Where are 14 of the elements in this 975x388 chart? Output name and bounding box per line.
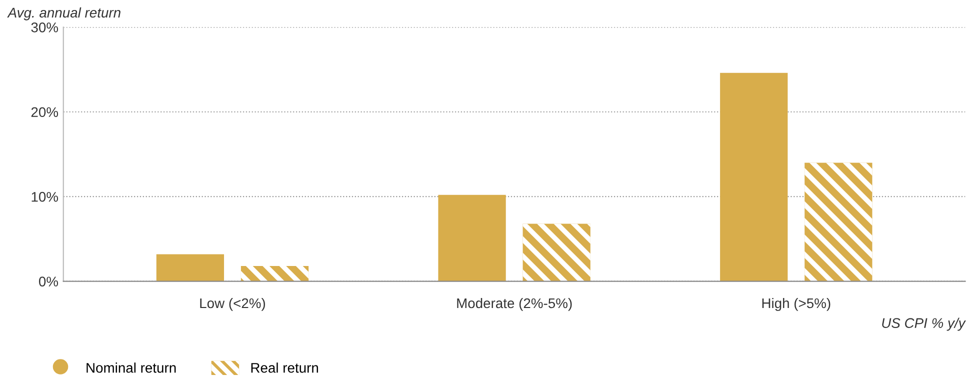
legend-label: Nominal return (86, 362, 176, 373)
x-tick-label: Moderate (2%-5%) (457, 298, 572, 311)
y-tick-label: 10% (32, 192, 58, 202)
bar (720, 72, 788, 282)
y-tick-label: 0% (38, 276, 58, 286)
y-axis-title: Avg. annual return (7, 7, 120, 20)
y-tick-label: 30% (31, 22, 58, 32)
bar (156, 254, 224, 282)
x-tick-label: High (>5%) (762, 298, 830, 311)
x-tick-label: Low (<2%) (200, 298, 265, 311)
y-tick-label: 20% (31, 107, 58, 118)
bar (438, 194, 506, 282)
x-axis-title: US CPI % y/y (882, 318, 966, 331)
legend-label: Real return (251, 362, 318, 373)
